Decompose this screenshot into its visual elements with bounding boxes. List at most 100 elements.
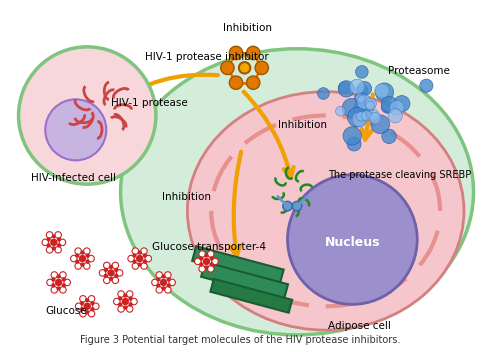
Circle shape (118, 302, 122, 307)
Circle shape (60, 272, 66, 278)
Circle shape (138, 250, 142, 255)
Circle shape (140, 263, 147, 269)
Circle shape (126, 306, 133, 312)
Circle shape (156, 283, 160, 288)
Circle shape (51, 272, 58, 278)
Circle shape (202, 257, 210, 266)
Text: HIV-1 protease inhibitor: HIV-1 protease inhibitor (144, 52, 268, 62)
Circle shape (86, 259, 90, 264)
Circle shape (338, 81, 354, 97)
Circle shape (354, 100, 372, 117)
Text: Glucose: Glucose (46, 306, 87, 316)
Circle shape (54, 278, 63, 287)
Circle shape (375, 84, 389, 98)
Circle shape (75, 253, 80, 258)
Circle shape (388, 109, 402, 123)
Circle shape (104, 262, 110, 269)
Circle shape (352, 112, 367, 127)
Text: Figure 3 Potential target molecules of the HIV protease inhibitors.: Figure 3 Potential target molecules of t… (80, 335, 400, 345)
Circle shape (162, 286, 166, 291)
Circle shape (62, 277, 66, 282)
Circle shape (356, 65, 368, 78)
Circle shape (121, 297, 130, 306)
Circle shape (128, 296, 132, 301)
Circle shape (382, 129, 396, 144)
Circle shape (357, 95, 372, 109)
Circle shape (55, 232, 62, 238)
Circle shape (132, 248, 138, 254)
Circle shape (382, 101, 394, 113)
Circle shape (390, 101, 404, 115)
Circle shape (123, 293, 128, 298)
Circle shape (50, 238, 58, 247)
Ellipse shape (120, 49, 474, 335)
Circle shape (159, 278, 168, 287)
Circle shape (104, 268, 108, 272)
Circle shape (60, 287, 66, 293)
Text: Inhibition: Inhibition (278, 120, 327, 130)
Circle shape (80, 310, 86, 317)
Circle shape (46, 99, 106, 161)
Text: The protease cleaving SREBP: The protease cleaving SREBP (328, 170, 471, 180)
Circle shape (156, 277, 160, 282)
Text: HIV-1 protease: HIV-1 protease (111, 98, 188, 108)
Circle shape (365, 98, 376, 109)
Circle shape (318, 88, 329, 99)
Circle shape (75, 259, 80, 264)
Circle shape (255, 61, 268, 75)
Circle shape (112, 277, 118, 284)
Circle shape (156, 287, 162, 293)
Circle shape (46, 237, 51, 241)
Circle shape (92, 303, 99, 309)
Circle shape (199, 256, 203, 260)
Circle shape (136, 254, 144, 263)
Circle shape (347, 137, 361, 151)
Circle shape (204, 265, 208, 270)
Circle shape (118, 291, 124, 297)
Circle shape (204, 253, 208, 258)
Circle shape (194, 258, 201, 265)
Circle shape (164, 287, 171, 293)
Circle shape (164, 272, 171, 278)
Circle shape (75, 263, 82, 269)
Circle shape (114, 268, 118, 272)
Circle shape (52, 283, 56, 288)
Circle shape (371, 115, 390, 134)
Text: Inhibition: Inhibition (223, 23, 272, 33)
Circle shape (140, 248, 147, 254)
Polygon shape (201, 262, 288, 299)
Circle shape (46, 243, 51, 247)
Circle shape (156, 272, 162, 278)
Circle shape (288, 175, 417, 304)
Circle shape (368, 109, 379, 120)
Circle shape (382, 96, 398, 113)
Circle shape (199, 251, 205, 257)
Circle shape (132, 263, 138, 269)
Circle shape (208, 251, 214, 257)
Circle shape (130, 298, 137, 305)
Circle shape (80, 263, 84, 267)
Circle shape (356, 94, 364, 102)
Circle shape (420, 79, 433, 92)
Circle shape (246, 46, 260, 59)
Text: Glucose transporter-4: Glucose transporter-4 (152, 243, 266, 252)
Circle shape (78, 254, 87, 263)
Circle shape (42, 239, 48, 246)
Circle shape (64, 279, 70, 286)
Circle shape (364, 99, 375, 110)
Circle shape (132, 253, 136, 258)
Circle shape (80, 307, 84, 312)
Circle shape (128, 255, 134, 262)
Circle shape (84, 263, 90, 269)
Circle shape (99, 270, 105, 276)
Ellipse shape (188, 92, 464, 330)
Circle shape (394, 96, 410, 112)
Circle shape (47, 279, 54, 286)
Circle shape (46, 232, 53, 238)
Circle shape (104, 277, 110, 284)
Text: Inhibition: Inhibition (162, 192, 210, 202)
Circle shape (162, 274, 166, 278)
Circle shape (52, 277, 56, 282)
Circle shape (85, 310, 89, 314)
Circle shape (126, 291, 133, 297)
